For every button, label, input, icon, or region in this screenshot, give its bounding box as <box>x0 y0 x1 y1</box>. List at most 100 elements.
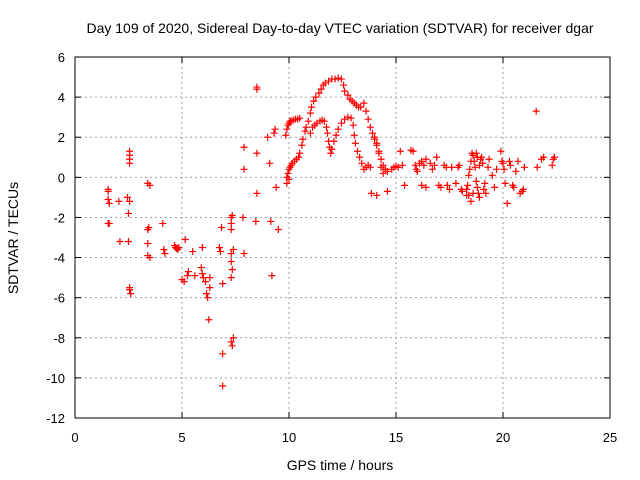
data-point-marker <box>505 157 513 165</box>
axis-ticks: 0 5 10 15 20 25 -12 -10 -8 -6 -4 -2 0 2 4 6 <box>46 50 617 445</box>
data-point-marker <box>484 163 492 171</box>
data-point-marker <box>296 114 304 122</box>
data-point-marker <box>362 107 370 115</box>
data-point-marker <box>401 181 409 189</box>
x-tick-label: 20 <box>496 430 510 445</box>
data-point-marker <box>146 181 154 189</box>
data-point-marker <box>240 165 248 173</box>
data-point-marker <box>160 246 168 254</box>
data-point-marker <box>341 87 349 95</box>
data-point-marker <box>353 147 361 155</box>
data-point-marker <box>227 338 235 346</box>
data-point-marker <box>471 163 479 171</box>
x-tick-label: 5 <box>178 430 185 445</box>
data-point-marker <box>481 179 489 187</box>
data-point-marker <box>472 177 480 185</box>
data-point-marker <box>469 189 477 197</box>
data-point-marker <box>229 246 237 254</box>
y-tick-label: 0 <box>58 170 65 185</box>
data-point-marker <box>298 141 306 149</box>
data-point-marker <box>465 191 473 199</box>
data-point-marker <box>229 334 237 342</box>
data-point-marker <box>215 244 223 252</box>
data-point-marker <box>366 123 374 131</box>
data-point-marker <box>206 284 214 292</box>
data-point-marker <box>227 258 235 266</box>
data-point-marker <box>306 129 314 137</box>
data-point-marker <box>330 137 338 145</box>
data-point-marker <box>317 85 325 93</box>
data-point-marker <box>479 159 487 167</box>
data-point-marker <box>228 342 236 350</box>
data-point-marker <box>371 133 379 141</box>
data-point-marker <box>219 382 227 390</box>
data-point-marker <box>145 223 153 231</box>
data-point-marker <box>299 135 307 143</box>
data-point-marker <box>180 278 188 286</box>
data-point-marker <box>418 181 426 189</box>
data-point-marker <box>285 175 293 183</box>
data-point-marker <box>480 185 488 193</box>
data-point-marker <box>125 209 132 217</box>
y-tick-label: -2 <box>53 210 65 225</box>
data-point-marker <box>320 117 328 125</box>
data-point-marker <box>104 219 112 227</box>
data-point-marker <box>500 165 508 173</box>
data-point-marker <box>377 155 385 163</box>
data-point-marker <box>506 161 514 169</box>
data-point-marker <box>497 147 505 155</box>
data-point-marker <box>490 183 498 191</box>
data-point-marker <box>493 165 501 173</box>
data-point-marker <box>344 113 352 121</box>
data-point-marker <box>175 244 183 252</box>
data-point-marker <box>334 74 342 82</box>
data-point-marker <box>334 125 342 133</box>
data-point-marker <box>253 189 261 197</box>
data-point-marker <box>126 286 134 294</box>
data-point-marker <box>446 185 453 193</box>
data-point-marker <box>473 183 481 191</box>
data-point-marker <box>184 268 192 276</box>
data-point-marker <box>268 272 276 280</box>
data-point-marker <box>482 189 490 197</box>
data-point-marker <box>413 167 421 175</box>
data-point-marker <box>302 123 310 131</box>
data-point-marker <box>284 169 292 177</box>
data-point-marker <box>379 169 387 177</box>
y-tick-label: -10 <box>46 371 65 386</box>
y-tick-label: -8 <box>53 331 65 346</box>
data-point-marker <box>360 99 368 107</box>
data-point-marker <box>426 159 434 167</box>
data-point-marker <box>475 193 483 201</box>
data-point-marker <box>282 131 290 139</box>
data-point-marker <box>206 274 214 282</box>
data-point-marker <box>485 155 493 163</box>
data-point-marker <box>409 147 417 155</box>
data-point-marker <box>349 121 357 129</box>
data-point-marker <box>431 161 439 169</box>
data-point-marker <box>344 91 352 99</box>
data-point-marker <box>455 161 463 169</box>
data-point-marker <box>228 211 236 219</box>
data-point-marker <box>219 350 227 358</box>
data-point-marker <box>267 217 275 225</box>
data-point-marker <box>218 223 226 231</box>
data-point-marker <box>394 163 402 171</box>
data-point-marker <box>197 264 205 272</box>
data-point-marker <box>418 157 426 165</box>
data-point-marker <box>465 171 473 179</box>
y-tick-label: -12 <box>46 411 65 426</box>
data-point-marker <box>383 187 391 195</box>
data-point-marker <box>548 161 556 169</box>
data-point-marker <box>328 145 336 153</box>
data-point-marker <box>520 163 528 171</box>
y-tick-label: -4 <box>53 251 65 266</box>
data-point-marker <box>501 179 509 187</box>
plot-border <box>74 56 611 419</box>
data-point-marker <box>514 157 522 165</box>
data-point-marker <box>312 93 320 101</box>
data-point-marker <box>123 193 131 201</box>
data-point-marker <box>428 165 436 173</box>
data-point-marker <box>503 199 511 207</box>
data-point-marker <box>198 244 206 252</box>
